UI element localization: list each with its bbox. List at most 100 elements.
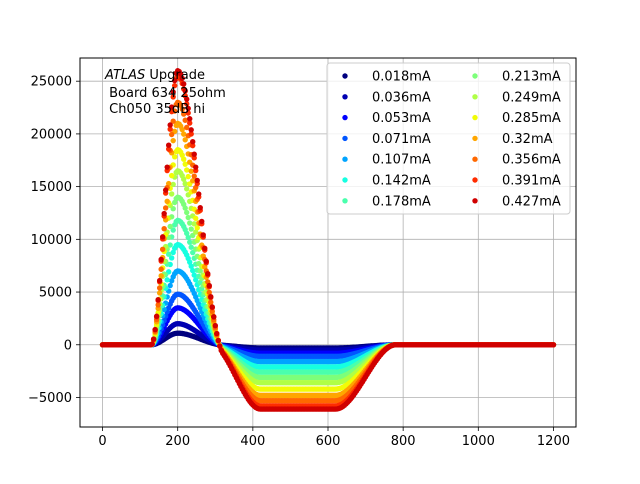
data-point	[171, 77, 178, 84]
legend-label: 0.018mA	[372, 70, 431, 85]
data-point	[182, 88, 188, 94]
data-point	[155, 297, 161, 303]
legend-marker	[472, 198, 478, 204]
data-point	[168, 108, 175, 115]
data-point	[158, 256, 164, 263]
data-point	[164, 198, 170, 204]
data-point	[156, 290, 163, 296]
data-point	[211, 313, 217, 320]
data-point	[150, 336, 157, 342]
x-tick-label: 200	[165, 434, 190, 449]
legend-marker	[342, 198, 348, 204]
data-point	[164, 164, 170, 170]
data-markers	[99, 67, 557, 412]
data-point	[170, 89, 176, 95]
legend-label: 0.053mA	[372, 111, 431, 126]
data-point	[208, 293, 214, 300]
data-point	[191, 173, 197, 179]
legend: 0.018mA 0.036mA 0.053mA 0.071mA 0.107mA 0.142…	[326, 62, 571, 215]
x-tick-label: 1200	[537, 434, 570, 449]
data-point	[181, 81, 187, 87]
data-point	[188, 226, 194, 232]
legend-box	[326, 62, 571, 215]
data-point	[197, 205, 203, 211]
data-point	[191, 221, 197, 227]
data-point	[168, 255, 175, 261]
y-axis-ticks: −5000 0 5000 10000 15000 20000 25000	[28, 75, 80, 406]
data-point	[170, 249, 176, 256]
data-point	[188, 263, 194, 269]
data-point	[206, 282, 212, 289]
x-axis-ticks: 0 200 400 600 800 1000 1200	[98, 427, 570, 449]
data-point	[168, 172, 175, 179]
data-point	[199, 218, 205, 225]
x-tick-label: 800	[391, 434, 416, 449]
data-point	[185, 214, 191, 221]
data-point	[193, 229, 199, 235]
legend-label: 0.427mA	[502, 194, 561, 209]
data-point	[161, 210, 167, 217]
data-point	[167, 223, 173, 230]
data-point	[168, 104, 175, 110]
legend-marker	[342, 73, 348, 79]
annotation-atlas: ATLAS	[104, 68, 145, 83]
y-tick-label: 10000	[31, 233, 72, 248]
data-point	[215, 337, 221, 344]
data-point	[190, 178, 196, 184]
data-point	[181, 131, 187, 137]
data-point	[171, 154, 178, 160]
legend-label: 0.356mA	[502, 153, 561, 168]
legend-marker	[472, 177, 478, 183]
data-point	[158, 273, 164, 279]
data-point	[167, 242, 173, 248]
y-tick-label: 15000	[31, 180, 72, 195]
data-point	[190, 139, 196, 145]
data-point	[158, 266, 164, 272]
data-point	[187, 239, 193, 245]
data-point	[152, 326, 158, 333]
data-point	[171, 82, 178, 89]
data-point	[165, 251, 172, 257]
data-point	[217, 343, 223, 349]
data-point	[170, 118, 176, 124]
data-point	[182, 137, 188, 143]
data-point	[185, 234, 191, 241]
data-point	[187, 220, 193, 226]
data-point	[209, 304, 215, 310]
data-point	[170, 227, 176, 233]
data-point	[161, 226, 167, 232]
data-point	[162, 187, 169, 193]
data-point	[212, 322, 218, 329]
x-tick-label: 0	[98, 434, 106, 449]
data-point	[190, 249, 196, 256]
data-point	[184, 167, 190, 173]
data-point	[181, 111, 187, 117]
data-point	[214, 330, 220, 337]
x-tick-label: 400	[240, 434, 265, 449]
data-point	[188, 127, 194, 133]
data-point	[182, 205, 188, 211]
data-point	[187, 120, 193, 126]
legend-marker	[472, 73, 478, 79]
annotation-upgrade: Upgrade	[145, 68, 205, 83]
legend-label: 0.036mA	[372, 90, 431, 105]
data-point	[193, 215, 199, 222]
data-point	[184, 101, 190, 107]
annotation-text: ATLAS Upgrade Board 634 25ohm Ch050 35dB…	[104, 68, 226, 117]
data-point	[156, 277, 163, 284]
data-point	[168, 131, 175, 138]
data-point	[170, 94, 176, 100]
y-tick-label: 25000	[31, 75, 72, 90]
legend-marker	[472, 114, 478, 121]
data-point	[184, 209, 190, 216]
data-point	[191, 151, 197, 157]
data-point	[550, 342, 557, 348]
data-point	[149, 341, 155, 347]
legend-label: 0.32mA	[502, 132, 553, 147]
data-point	[184, 96, 190, 102]
data-point	[187, 259, 193, 265]
data-point	[197, 268, 203, 274]
data-point	[194, 177, 200, 184]
legend-label: 0.178mA	[372, 194, 431, 209]
